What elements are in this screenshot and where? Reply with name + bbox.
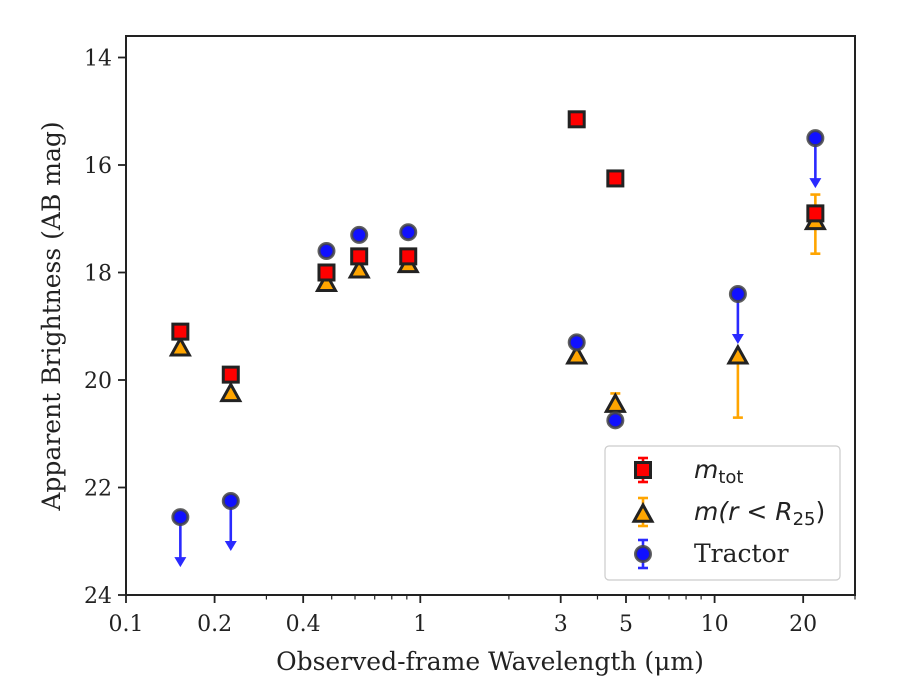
x-tick-label: 5 bbox=[619, 612, 633, 637]
m-r25-point bbox=[168, 335, 192, 357]
x-tick-label: 0.2 bbox=[197, 612, 232, 637]
axes: 0.1 0.2 0.4 1 3 5 10 20 14 16 18 20 22 24 bbox=[84, 47, 856, 637]
tractor-point bbox=[317, 242, 336, 260]
upper-limit-head bbox=[224, 540, 237, 551]
upper-limit-head bbox=[809, 178, 822, 189]
m-tot-point bbox=[221, 365, 240, 384]
legend-square-marker bbox=[634, 461, 652, 479]
m-tot-point bbox=[171, 322, 190, 341]
legend-items: mtot m(r < R25) Tractor bbox=[631, 455, 825, 570]
legend: mtot m(r < R25) Tractor bbox=[604, 445, 841, 581]
x-tick-label: 1 bbox=[413, 612, 427, 637]
legend-box bbox=[604, 445, 841, 581]
tractor-point bbox=[399, 223, 418, 242]
m-tot-point bbox=[567, 110, 586, 129]
m-r25-point bbox=[347, 257, 371, 279]
x-tick-label: 0.1 bbox=[109, 612, 144, 637]
y-tick-label: 24 bbox=[84, 584, 112, 609]
m-tot-point bbox=[399, 247, 418, 266]
tractor-point bbox=[728, 285, 747, 303]
y-axis-label: Apparent Brightness (AB mag) bbox=[37, 121, 66, 511]
legend-triangle-marker bbox=[631, 501, 655, 523]
legend-item-tractor: Tractor bbox=[634, 538, 789, 570]
tractor-point bbox=[221, 491, 240, 510]
tractor-point bbox=[806, 129, 825, 148]
legend-label-sub: 25 bbox=[793, 509, 816, 530]
upper-limit-head bbox=[731, 334, 744, 344]
tractor-point bbox=[171, 508, 190, 527]
x-tick-label: 20 bbox=[789, 612, 817, 637]
x-tick-label: 10 bbox=[701, 612, 729, 637]
legend-item-m-tot: mtot bbox=[634, 455, 744, 488]
m-r25-errorbar bbox=[732, 354, 743, 419]
plot-frame bbox=[125, 35, 856, 596]
tractor-point bbox=[350, 225, 369, 244]
m-r25-point bbox=[219, 381, 243, 403]
legend-label-post: ) bbox=[816, 497, 826, 526]
x-axis-label: Observed-frame Wavelength (μm) bbox=[276, 647, 704, 676]
y-tick-label: 16 bbox=[84, 154, 112, 179]
y-tick-label: 20 bbox=[84, 369, 112, 394]
tractor-point bbox=[606, 411, 625, 430]
x-tick-label: 0.4 bbox=[286, 612, 321, 637]
y-tick-label: 14 bbox=[84, 47, 112, 72]
legend-label-main: m(r < R bbox=[694, 497, 793, 526]
tractor-point bbox=[567, 333, 586, 352]
m-tot-point bbox=[806, 204, 825, 223]
m-r25-point bbox=[565, 343, 589, 365]
m-tot-point bbox=[606, 169, 625, 188]
legend-label-m-r25: m(r < R25) bbox=[694, 497, 825, 530]
legend-label-main: m bbox=[694, 455, 718, 484]
legend-label-sub: tot bbox=[718, 467, 743, 488]
legend-label-m-tot: mtot bbox=[694, 455, 744, 488]
y-tick-label: 18 bbox=[84, 262, 112, 287]
plot-marks bbox=[168, 110, 827, 568]
y-tick-label: 22 bbox=[84, 477, 112, 502]
legend-label-tractor: Tractor bbox=[694, 539, 789, 568]
m-r25-point bbox=[726, 343, 750, 365]
m-tot-point bbox=[350, 247, 369, 266]
m-r25-point bbox=[603, 392, 627, 413]
upper-limit-head bbox=[174, 557, 187, 568]
x-tick-label: 3 bbox=[554, 612, 568, 637]
m-tot-point bbox=[317, 263, 336, 282]
m-r25-point bbox=[314, 271, 339, 292]
legend-circle-marker bbox=[634, 545, 652, 563]
legend-item-m-r25: m(r < R25) bbox=[631, 496, 825, 530]
